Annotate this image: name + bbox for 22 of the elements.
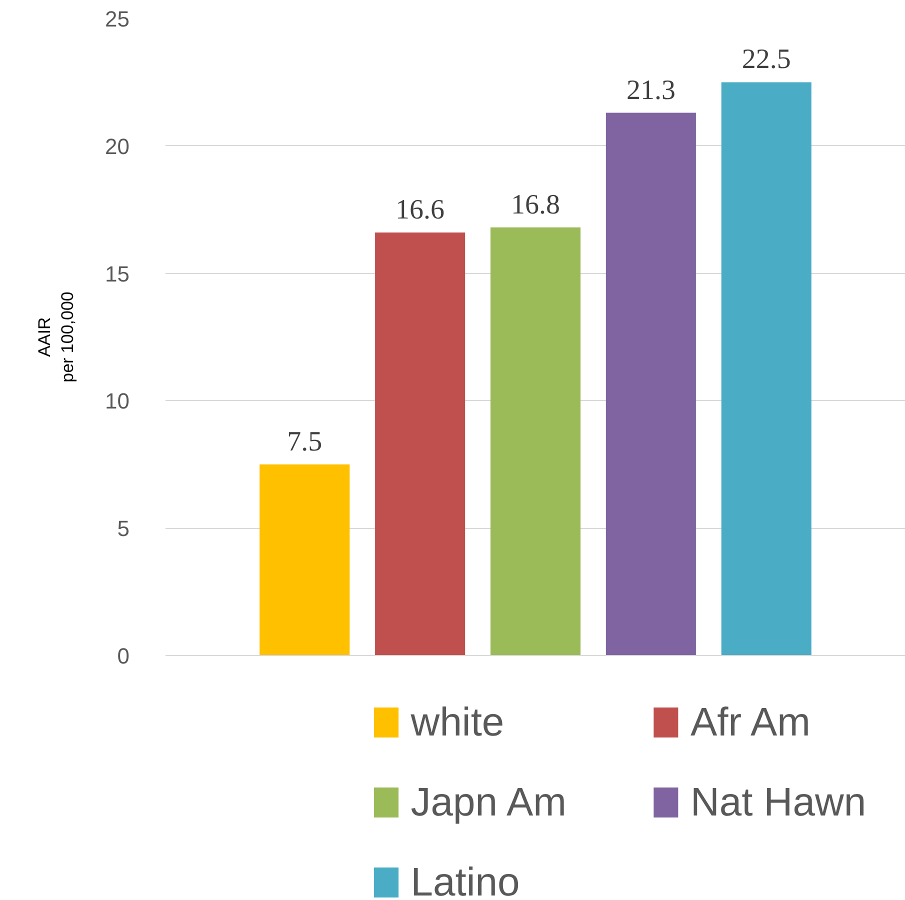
y-tick-label: 0 [117, 644, 130, 668]
y-tick-label: 25 [105, 6, 130, 32]
legend-label: Afr Am [690, 700, 810, 744]
data-label: 21.3 [626, 74, 676, 106]
y-axis-title: AAIR per 100,000 [35, 292, 78, 382]
data-label: 22.5 [742, 44, 791, 76]
bar [606, 112, 696, 656]
legend-label: Japn Am [410, 780, 566, 824]
data-label: 7.5 [287, 426, 322, 458]
data-label: 16.8 [511, 189, 560, 220]
y-tick-label: 5 [117, 516, 130, 542]
bar [375, 232, 466, 656]
bar [260, 464, 350, 656]
bar [721, 82, 812, 656]
legend-label: Latino [410, 860, 520, 900]
legend-label: white [410, 700, 504, 744]
y-tick-label: 15 [105, 261, 130, 286]
bar [490, 227, 581, 656]
data-label: 16.6 [396, 194, 445, 226]
y-tick-label: 10 [105, 388, 130, 414]
y-tick-label: 20 [105, 134, 130, 159]
legend-label: Nat Hawn [690, 780, 866, 824]
